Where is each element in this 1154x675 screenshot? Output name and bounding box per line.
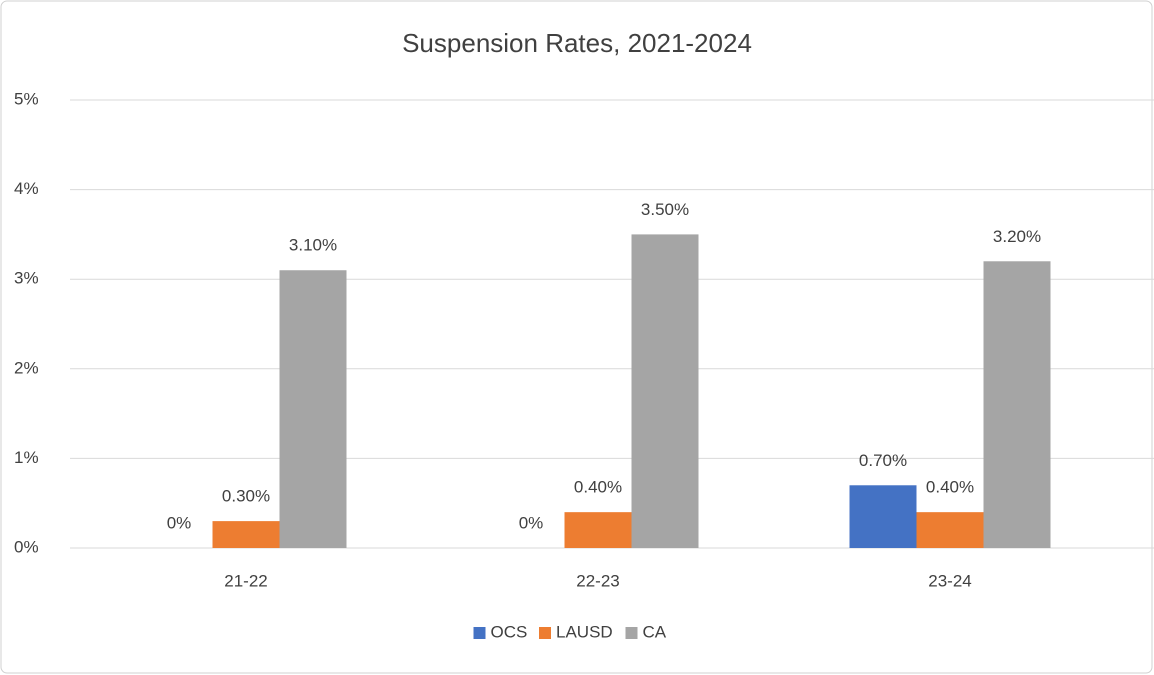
legend-swatch xyxy=(625,627,638,639)
y-tick-label: 3% xyxy=(14,269,39,288)
data-label: 0.40% xyxy=(574,478,622,497)
bar xyxy=(849,485,917,548)
legend-label: CA xyxy=(643,622,667,641)
x-tick-label: 23-24 xyxy=(928,571,971,590)
data-label: 0.70% xyxy=(859,451,907,470)
bar xyxy=(631,234,699,548)
y-tick-label: 5% xyxy=(14,89,39,108)
y-tick-label: 2% xyxy=(14,358,39,377)
bar xyxy=(564,512,632,548)
chart-title: Suspension Rates, 2021-2024 xyxy=(402,28,752,58)
y-tick-label: 4% xyxy=(14,179,39,198)
data-label: 0.40% xyxy=(926,478,974,497)
y-tick-label: 0% xyxy=(14,537,39,556)
data-label: 3.50% xyxy=(641,200,689,219)
legend-label: LAUSD xyxy=(556,622,613,641)
bar xyxy=(983,261,1051,548)
y-tick-label: 1% xyxy=(14,448,39,467)
bar xyxy=(279,270,347,548)
data-label: 0.30% xyxy=(222,487,270,506)
data-label: 0% xyxy=(519,513,544,532)
data-label: 3.10% xyxy=(289,236,337,255)
bar xyxy=(212,521,280,548)
data-label: 3.20% xyxy=(993,227,1041,246)
bar xyxy=(916,512,984,548)
data-label: 0% xyxy=(167,513,192,532)
legend-swatch xyxy=(473,627,486,639)
legend-swatch xyxy=(539,627,551,639)
legend-label: OCS xyxy=(491,622,528,641)
x-tick-label: 22-23 xyxy=(576,571,619,590)
x-tick-label: 21-22 xyxy=(224,571,267,590)
